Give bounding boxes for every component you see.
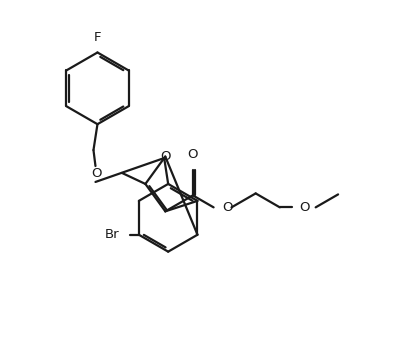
Text: Br: Br xyxy=(104,228,119,241)
Text: O: O xyxy=(188,148,198,160)
Text: O: O xyxy=(300,201,310,214)
Text: F: F xyxy=(94,31,101,44)
Text: O: O xyxy=(160,150,171,163)
Text: O: O xyxy=(223,201,233,214)
Text: O: O xyxy=(91,168,102,181)
